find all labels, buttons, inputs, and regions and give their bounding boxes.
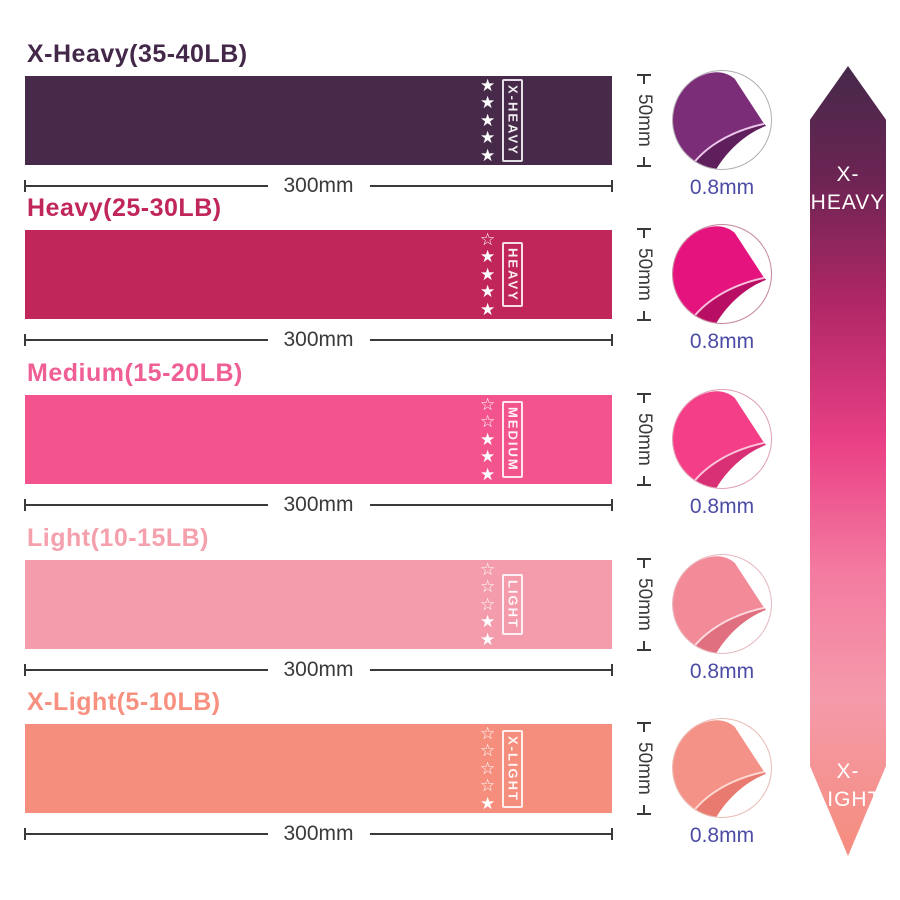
dimension-tick-icon xyxy=(637,558,651,568)
arrow-bottom-label: X- LIGHT xyxy=(814,760,882,812)
width-dimension-line: 300mm xyxy=(24,658,613,682)
dimension-tick-icon xyxy=(637,310,651,321)
height-dimension-label: 50mm xyxy=(634,248,655,301)
arrow-top-label: X- HEAVY xyxy=(810,163,886,215)
band-name-label: HEAVY xyxy=(502,241,524,308)
width-dimension-line: 300mm xyxy=(24,493,613,517)
width-dimension-line: 300mm xyxy=(24,822,613,846)
width-dimension-label: 300mm xyxy=(267,328,370,352)
thickness-label: 0.8mm xyxy=(689,495,755,518)
height-dimension-label: 50mm xyxy=(634,742,655,795)
dimension-tick-icon xyxy=(637,722,651,732)
folded-band-icon xyxy=(673,720,767,817)
band-rect: ★ ★ ★ ★ ★ X-HEAVY xyxy=(25,76,612,165)
height-dimension-label: 50mm xyxy=(634,578,655,631)
width-dimension-label: 300mm xyxy=(267,658,370,682)
band-mark: ☆ ☆ ☆ ★ ★ LIGHT xyxy=(480,559,524,649)
folded-band-icon xyxy=(673,226,767,323)
star-rating: ☆ ★ ★ ★ ★ xyxy=(480,229,496,319)
folded-band-icon xyxy=(673,72,767,169)
band-title: Light(10-15LB) xyxy=(27,524,209,552)
band-name-label: LIGHT xyxy=(502,574,524,635)
width-dimension-label: 300mm xyxy=(267,822,370,846)
band-mark: ☆ ☆ ★ ★ ★ MEDIUM xyxy=(480,394,524,484)
height-dimension: 50mm xyxy=(626,558,662,651)
band-name-label: X-HEAVY xyxy=(502,79,524,162)
width-dimension-line: 300mm xyxy=(24,328,613,352)
height-dimension: 50mm xyxy=(626,74,662,167)
band-rect: ☆ ☆ ★ ★ ★ MEDIUM xyxy=(25,395,612,484)
height-dimension-label: 50mm xyxy=(634,413,655,466)
thickness-label: 0.8mm xyxy=(689,660,755,683)
star-rating: ★ ★ ★ ★ ★ xyxy=(480,75,496,165)
band-mark: ★ ★ ★ ★ ★ X-HEAVY xyxy=(480,75,524,165)
band-rect: ☆ ☆ ☆ ☆ ★ X-LIGHT xyxy=(25,724,612,813)
dimension-tick-icon xyxy=(637,475,651,486)
band-row-x-light: X-Light(5-10LB) ☆ ☆ ☆ ☆ ★ X-LIGHT 300mm … xyxy=(0,688,900,864)
height-dimension: 50mm xyxy=(626,393,662,486)
star-rating: ☆ ☆ ☆ ★ ★ xyxy=(480,559,496,649)
band-mark: ☆ ★ ★ ★ ★ HEAVY xyxy=(480,229,524,319)
width-dimension-label: 300mm xyxy=(267,174,370,198)
thickness-label: 0.8mm xyxy=(689,330,755,353)
band-title: Medium(15-20LB) xyxy=(27,359,243,387)
thickness-label: 0.8mm xyxy=(689,176,755,199)
height-dimension: 50mm xyxy=(626,228,662,321)
dimension-tick-icon xyxy=(637,640,651,651)
band-row-light: Light(10-15LB) ☆ ☆ ☆ ★ ★ LIGHT 300mm 50m… xyxy=(0,524,900,700)
star-rating: ☆ ☆ ☆ ☆ ★ xyxy=(480,723,496,813)
band-rect: ☆ ★ ★ ★ ★ HEAVY xyxy=(25,230,612,319)
thickness-circle xyxy=(672,389,772,489)
thickness-circle xyxy=(672,70,772,170)
thickness-circle xyxy=(672,718,772,818)
band-name-label: MEDIUM xyxy=(502,401,524,478)
dimension-tick-icon xyxy=(637,74,651,84)
dimension-tick-icon xyxy=(637,228,651,238)
dimension-tick-icon xyxy=(637,393,651,403)
dimension-tick-icon xyxy=(637,804,651,815)
band-row-medium: Medium(15-20LB) ☆ ☆ ★ ★ ★ MEDIUM 300mm 5… xyxy=(0,359,900,535)
band-title: Heavy(25-30LB) xyxy=(27,194,222,222)
height-dimension: 50mm xyxy=(626,722,662,815)
dimension-tick-icon xyxy=(637,156,651,167)
star-rating: ☆ ☆ ★ ★ ★ xyxy=(480,394,496,484)
strength-gradient-arrow: X- HEAVY X- LIGHT xyxy=(810,66,886,856)
thickness-label: 0.8mm xyxy=(689,824,755,847)
band-rect: ☆ ☆ ☆ ★ ★ LIGHT xyxy=(25,560,612,649)
band-title: X-Heavy(35-40LB) xyxy=(27,40,248,68)
width-dimension-label: 300mm xyxy=(267,493,370,517)
folded-band-icon xyxy=(673,556,767,653)
thickness-circle xyxy=(672,554,772,654)
thickness-circle xyxy=(672,224,772,324)
height-dimension-label: 50mm xyxy=(634,94,655,147)
band-mark: ☆ ☆ ☆ ☆ ★ X-LIGHT xyxy=(480,723,524,813)
folded-band-icon xyxy=(673,391,767,488)
band-row-heavy: Heavy(25-30LB) ☆ ★ ★ ★ ★ HEAVY 300mm 50m… xyxy=(0,194,900,370)
width-dimension-line: 300mm xyxy=(24,174,613,198)
band-name-label: X-LIGHT xyxy=(502,729,524,808)
band-row-x-heavy: X-Heavy(35-40LB) ★ ★ ★ ★ ★ X-HEAVY 300mm… xyxy=(0,40,900,216)
band-title: X-Light(5-10LB) xyxy=(27,688,221,716)
